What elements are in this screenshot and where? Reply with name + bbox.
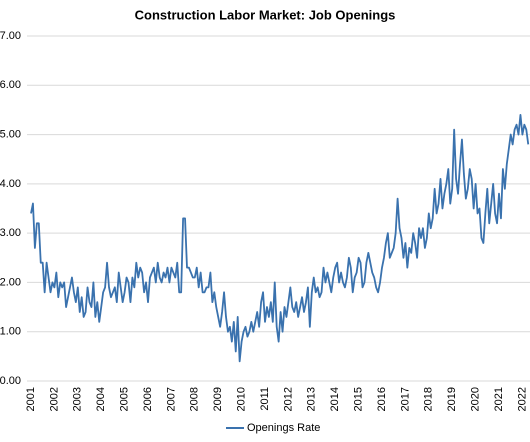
x-tick-label: 2001 bbox=[25, 387, 37, 411]
y-tick-label: 7.00 bbox=[0, 30, 21, 42]
legend-label: Openings Rate bbox=[247, 422, 320, 434]
x-tick-label: 2009 bbox=[212, 387, 224, 411]
y-tick-label: 0.00 bbox=[0, 375, 21, 387]
x-tick-label: 2005 bbox=[119, 387, 131, 411]
y-tick-label: 5.00 bbox=[0, 128, 21, 140]
x-tick-label: 2018 bbox=[423, 387, 435, 411]
y-tick-label: 2.00 bbox=[0, 276, 21, 288]
x-tick-label: 2004 bbox=[95, 387, 107, 411]
y-tick-label: 4.00 bbox=[0, 178, 21, 190]
data-line bbox=[30, 113, 530, 363]
x-tick-label: 2022 bbox=[516, 387, 528, 411]
x-tick-label: 2014 bbox=[329, 387, 341, 411]
x-tick-label: 2011 bbox=[259, 387, 271, 411]
x-tick-label: 2006 bbox=[142, 387, 154, 411]
x-tick-label: 2013 bbox=[306, 387, 318, 411]
x-tick-label: 2020 bbox=[470, 387, 482, 411]
chart-title: Construction Labor Market: Job Openings bbox=[135, 7, 396, 22]
y-tick-label: 1.00 bbox=[0, 326, 21, 338]
x-tick-label: 2021 bbox=[493, 387, 505, 411]
x-tick-label: 2003 bbox=[72, 387, 84, 411]
x-tick-label: 2010 bbox=[236, 387, 248, 411]
x-tick-label: 2012 bbox=[282, 387, 294, 411]
x-tick-label: 2002 bbox=[48, 387, 60, 411]
x-tick-label: 2008 bbox=[189, 387, 201, 411]
x-tick-label: 2007 bbox=[165, 387, 177, 411]
x-tick-label: 2016 bbox=[376, 387, 388, 411]
x-tick-label: 2015 bbox=[353, 387, 365, 411]
x-tick-label: 2017 bbox=[399, 387, 411, 411]
y-tick-label: 6.00 bbox=[0, 79, 21, 91]
x-tick-label: 2019 bbox=[446, 387, 458, 411]
y-tick-label: 3.00 bbox=[0, 227, 21, 239]
